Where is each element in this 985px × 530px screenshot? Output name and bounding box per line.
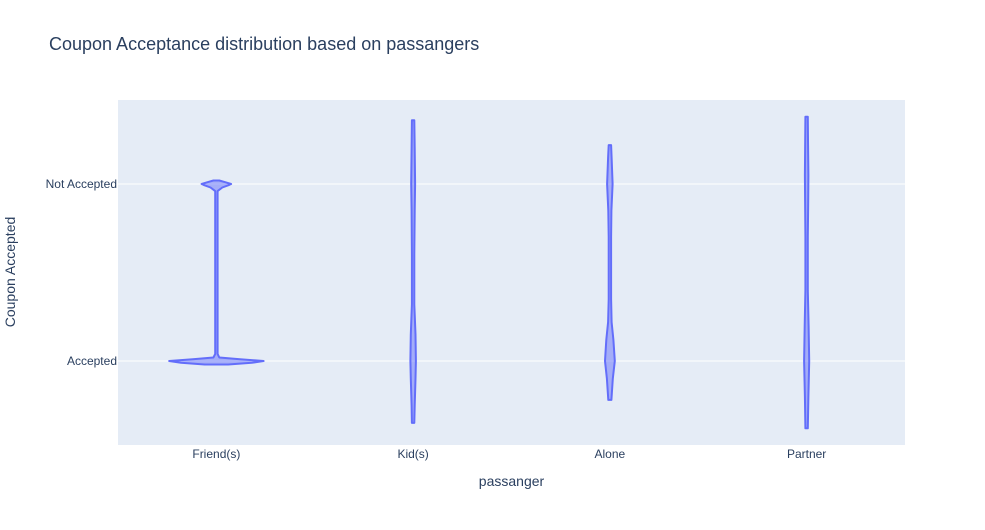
x-tick-label: Kid(s) (397, 447, 428, 461)
violin-kids (409, 119, 417, 424)
y-axis-label: Coupon Accepted (2, 217, 18, 328)
x-tick-labels: Friend(s) Kid(s) Alone Partner (192, 447, 826, 461)
y-tick-label: Accepted (67, 354, 117, 368)
x-tick-label: Alone (595, 447, 626, 461)
x-axis-label: passanger (479, 473, 545, 489)
plot-background (118, 100, 905, 445)
violin-friends (168, 179, 265, 366)
violin-alone (604, 144, 616, 401)
violin-partner (803, 115, 811, 430)
y-tick-label: Not Accepted (46, 177, 117, 191)
y-tick-labels: Accepted Not Accepted (46, 177, 117, 368)
chart-title: Coupon Acceptance distribution based on … (49, 34, 479, 54)
violins (168, 115, 811, 430)
x-tick-label: Partner (787, 447, 826, 461)
x-tick-label: Friend(s) (192, 447, 240, 461)
